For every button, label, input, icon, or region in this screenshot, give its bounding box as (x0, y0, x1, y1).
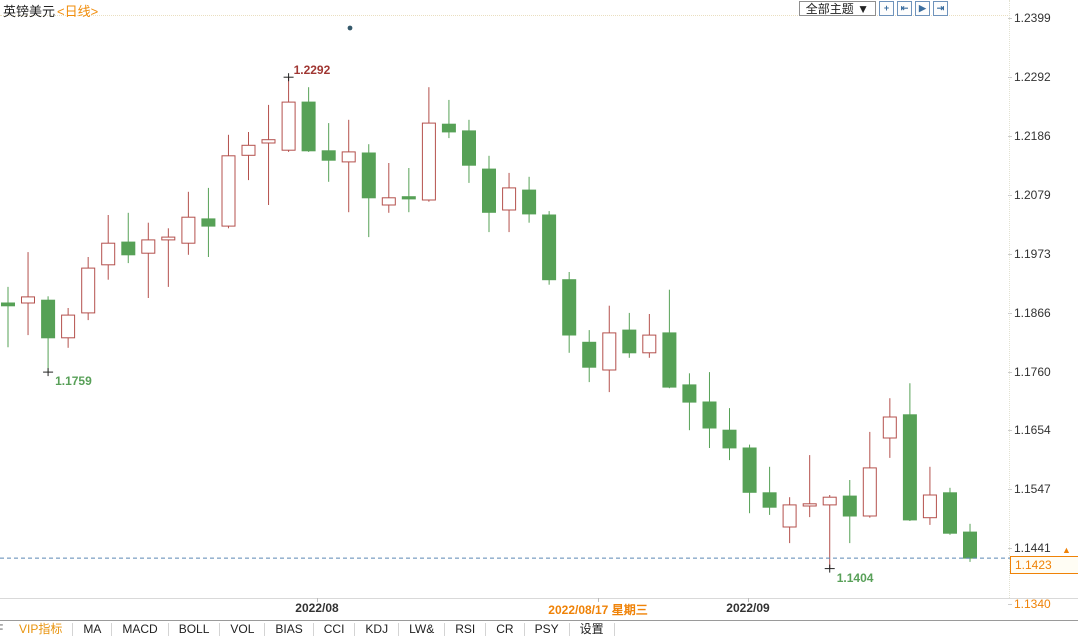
x-axis-border (0, 598, 1078, 599)
dot-marker (347, 25, 353, 31)
toolbar-item-lw[interactable]: LW& (399, 623, 446, 636)
candles (1, 77, 977, 569)
toolbar-item-bias[interactable]: BIAS (265, 623, 314, 636)
toolbar-item-ma[interactable]: MA (73, 623, 113, 636)
x-axis-tick (748, 598, 749, 602)
y-axis-label: 1.1441 (1014, 541, 1051, 556)
y-axis-label: 1.1866 (1014, 305, 1051, 320)
y-axis-label: 1.2186 (1014, 128, 1051, 143)
y-axis-tick (1008, 135, 1012, 137)
pan-start-icon[interactable]: ⇤ (897, 1, 912, 16)
y-axis-tick (1008, 371, 1012, 373)
y-axis-label: 1.1340 (1014, 596, 1051, 611)
period-label: <日线> (57, 4, 99, 19)
toolbar-item-cr[interactable]: CR (486, 623, 525, 636)
candlestick-chart[interactable]: 1.2399 1.2292 1.2186 1.2079 1.1973 1.1866 1.17… (0, 0, 1078, 620)
toolbar-item-vol[interactable]: VOL (220, 623, 266, 636)
y-axis-tick (1008, 489, 1012, 491)
symbol-name: 英镑美元 (3, 4, 56, 19)
y-axis-tick (1008, 603, 1012, 605)
low-price-annotation: 1.1759 (55, 374, 92, 389)
toolbar-item-cci[interactable]: CCI (314, 623, 356, 636)
top-gridline (0, 15, 1008, 16)
x-axis-label: 2022/08 (295, 601, 339, 615)
high-price-annotation: 1.2292 (293, 63, 331, 78)
toolbar-item-boll[interactable]: BOLL (169, 623, 221, 636)
y-axis-tick (1008, 18, 1012, 19)
chart-title: 英镑美元 <日线> (3, 1, 98, 20)
y-axis-label: 1.2292 (1014, 70, 1051, 85)
theme-select-button[interactable]: 全部主题 ▼ (798, 1, 876, 16)
y-axis-label: 1.1973 (1014, 246, 1051, 261)
header-controls: 全部主题 ▼ + ⇤ ▶ ⇥ (798, 1, 948, 16)
y-axis-tick (1008, 430, 1012, 432)
toolbar-item-macd[interactable]: MACD (112, 623, 169, 636)
y-axis-label: 1.1654 (1014, 423, 1051, 438)
toolbar-item-psy[interactable]: PSY (525, 623, 570, 636)
y-axis-border (1009, 0, 1010, 598)
pan-forward-icon[interactable]: ▶ (915, 1, 930, 16)
x-axis-label: 2022/09 (726, 601, 770, 615)
header-icon-group: + ⇤ ▶ ⇥ (876, 1, 948, 16)
x-axis-tick (317, 598, 318, 602)
y-axis-tick (1008, 312, 1012, 314)
y-axis-tick (1008, 253, 1012, 255)
toolbar-clipped-item[interactable]: F (0, 623, 9, 636)
y-axis-tick (1008, 77, 1012, 79)
low-price-annotation: 1.1404 (836, 570, 874, 585)
indicator-toolbar: FVIP指标MAMACDBOLLVOLBIASCCIKDJLW&RSICRPSY… (0, 620, 1078, 638)
y-axis-label: 1.1760 (1014, 364, 1051, 379)
y-axis-tick (1008, 195, 1012, 197)
current-price-tag: 1.1423 (1010, 556, 1078, 575)
x-axis-label: 2022/08/17 星期三 (548, 603, 648, 617)
price-marker-icon: ▲ (1062, 545, 1071, 556)
price-plot[interactable] (0, 0, 1078, 620)
toolbar-item-vip[interactable]: VIP指标 (9, 623, 74, 636)
toolbar-item-kdj[interactable]: KDJ (355, 623, 400, 636)
y-axis-label: 1.1547 (1014, 482, 1051, 497)
y-axis-label: 1.2079 (1014, 188, 1051, 203)
crosshair-icon[interactable]: + (879, 1, 894, 16)
pan-end-icon[interactable]: ⇥ (933, 1, 948, 16)
y-axis-label: 1.2399 (1014, 11, 1051, 25)
toolbar-item-[interactable]: 设置 (570, 623, 615, 636)
x-axis-tick (598, 598, 599, 602)
y-axis-tick (1008, 548, 1012, 550)
toolbar-item-rsi[interactable]: RSI (445, 623, 487, 636)
